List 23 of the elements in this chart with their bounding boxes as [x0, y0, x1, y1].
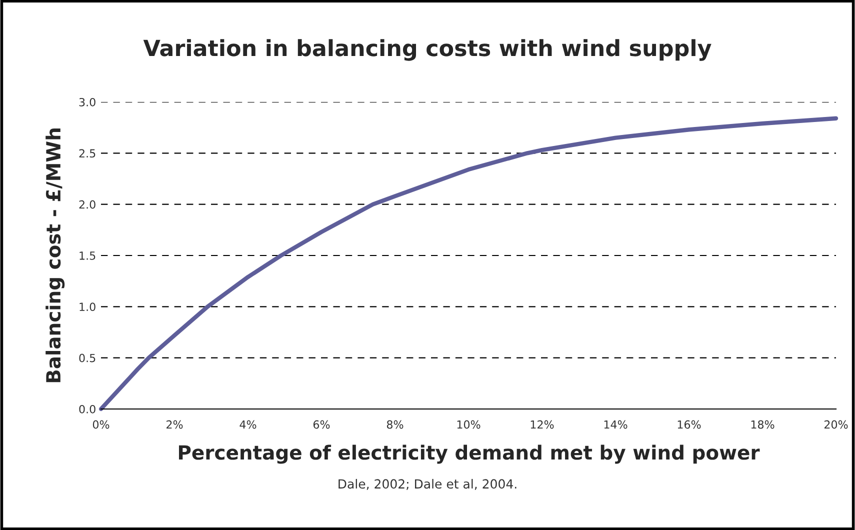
x-tick-label: 12%: [530, 420, 554, 429]
y-tick-label: 0.0: [79, 404, 96, 414]
y-tick-label: 1.5: [80, 252, 96, 260]
y-tick-label: 2.0: [79, 200, 96, 209]
x-tick-label: 20%: [824, 420, 848, 429]
x-tick-label: 16%: [678, 420, 701, 429]
x-axis-title: Percentage of electricity demand met by wind power: [178, 444, 760, 464]
x-tick-label: 10%: [457, 420, 480, 429]
y-tick-label: 2.5: [79, 149, 96, 158]
y-axis-title: Balancing cost - £/MWh: [46, 128, 65, 382]
text: Dale, 2002; Dale et al, 2004.: [338, 478, 516, 490]
x-tick-label: 8%: [386, 420, 404, 429]
y-tick-label: 3.0: [79, 98, 96, 106]
x-tick-label: 6%: [313, 420, 330, 429]
line-series: [98, 116, 838, 412]
x-tick-label: 0%: [92, 420, 110, 429]
chart-title: Variation in balancing costs with wind supply: [143, 39, 712, 61]
y-tick-label: 1.0: [80, 302, 96, 312]
y-tick-label: 0.5: [79, 354, 96, 362]
x-tick-label: 4%: [240, 420, 256, 429]
x-tick-label: 2%: [166, 420, 183, 429]
x-tick-label: 18%: [751, 420, 774, 429]
x-tick-label: 14%: [604, 420, 628, 429]
